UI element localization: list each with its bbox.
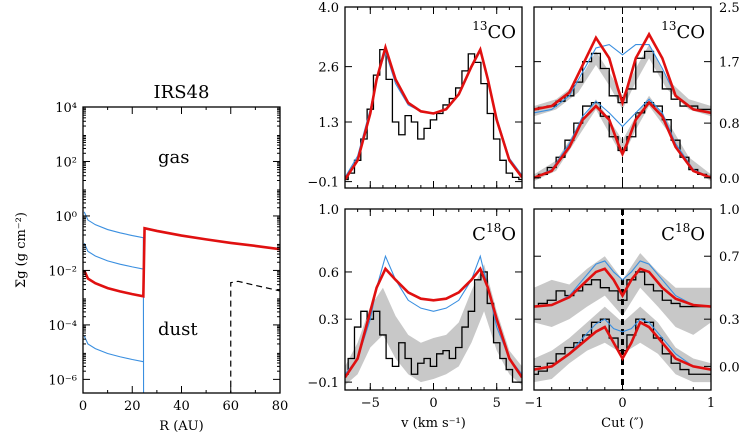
- y-tick-label: 0.7: [719, 250, 740, 265]
- model-gas-curve: [534, 31, 711, 115]
- data-histogram: [534, 271, 711, 308]
- x-axis-label: R (AU): [159, 419, 203, 434]
- y-tick-label: 1.0: [318, 203, 339, 218]
- plot-area: [534, 7, 711, 188]
- model-gas-curve: [534, 320, 711, 371]
- data-histogram: [534, 318, 711, 375]
- dust-curve: [230, 280, 280, 393]
- x-tick-label: 0: [79, 399, 87, 414]
- model-gas-curve: [345, 266, 522, 379]
- x-tick-label: 40: [173, 399, 190, 414]
- molecule-label: C18O: [661, 221, 705, 245]
- y-tick-label: 0.6: [318, 266, 339, 281]
- x-axis-label: Cut (″): [601, 416, 644, 431]
- model-gas-curve: [534, 100, 711, 179]
- panel-c18o-cut: −1 0 1 0.0 0.3 0.7 1.0 Cut (″) C18O: [524, 203, 739, 431]
- data-histogram: [534, 101, 711, 179]
- x-tick-label: 5: [493, 396, 501, 411]
- panel-13co-spectrum: −0.1 1.3 2.6 4.0 13CO: [307, 1, 523, 191]
- panel-c18o-spectrum: −5 0 5 −0.1 0.3 0.6 1.0 v (km s⁻¹) C18O: [307, 203, 523, 431]
- y-axis-label: Σg (g cm⁻²): [14, 212, 29, 288]
- plot-area: [83, 211, 280, 393]
- x-tick-label: −5: [361, 396, 380, 411]
- data-histogram: [534, 50, 711, 111]
- x-tick-label: 0: [429, 396, 437, 411]
- y-tick-label: 0.3: [719, 313, 740, 328]
- y-tick-label: 10⁻⁴: [48, 319, 77, 334]
- molecule-label: C18O: [472, 221, 516, 245]
- molecule-label: 13CO: [661, 19, 705, 43]
- x-tick-label: 0: [618, 396, 626, 411]
- annotation-gas: gas: [158, 147, 190, 168]
- x-tick-label: 1: [707, 396, 715, 411]
- model-gas-curve: [534, 267, 711, 308]
- model-curve: [534, 260, 711, 308]
- y-tick-label: 1.7: [719, 56, 740, 71]
- plot-area: [345, 254, 522, 386]
- x-tick-label: 20: [124, 399, 141, 414]
- plot-area: [534, 209, 711, 390]
- y-tick-label: 0.0: [719, 172, 740, 187]
- molecule-label: 13CO: [472, 19, 516, 43]
- y-tick-label: 10²: [55, 155, 77, 170]
- x-axis-label: v (km s⁻¹): [400, 416, 466, 431]
- y-tick-label: 0.8: [719, 117, 740, 132]
- model-curve: [83, 211, 145, 393]
- x-tick-label: 80: [272, 399, 289, 414]
- x-tick-label: −1: [524, 396, 543, 411]
- y-tick-label: 1.3: [318, 116, 339, 131]
- y-tick-label: 10⁻²: [48, 264, 77, 279]
- model-curve: [83, 335, 144, 363]
- uncertainty-band: [345, 264, 522, 386]
- y-tick-label: 1.0: [719, 203, 740, 218]
- panel-title: IRS48: [154, 82, 210, 103]
- plot-area: [345, 42, 522, 181]
- uncertainty-band: [534, 95, 711, 182]
- model-gas-curve: [345, 42, 522, 181]
- model-curve: [83, 242, 144, 270]
- x-tick-label: 60: [222, 399, 239, 414]
- y-tick-label: 2.5: [719, 1, 740, 16]
- panel-surface-density: 0 20 40 60 80 10⁻⁶ 10⁻⁴ 10⁻² 10⁰ 10² 10⁴ R (AU) Σg (…: [14, 82, 288, 434]
- model-curve: [534, 98, 711, 179]
- y-tick-label: 2.6: [318, 61, 339, 76]
- annotation-dust: dust: [158, 319, 198, 340]
- y-tick-label: −0.1: [307, 376, 339, 391]
- y-tick-label: 10⁰: [55, 210, 77, 225]
- y-tick-label: 0.3: [318, 313, 339, 328]
- y-tick-label: 4.0: [318, 1, 339, 16]
- y-tick-label: −0.1: [307, 176, 339, 191]
- y-tick-label: 10⁻⁶: [48, 373, 77, 388]
- y-tick-label: 10⁴: [55, 101, 77, 116]
- y-tick-label: 0.0: [719, 360, 740, 375]
- panel-13co-cut: 0.0 0.8 1.7 2.5 13CO: [533, 1, 740, 189]
- model-gas-curve: [83, 226, 280, 298]
